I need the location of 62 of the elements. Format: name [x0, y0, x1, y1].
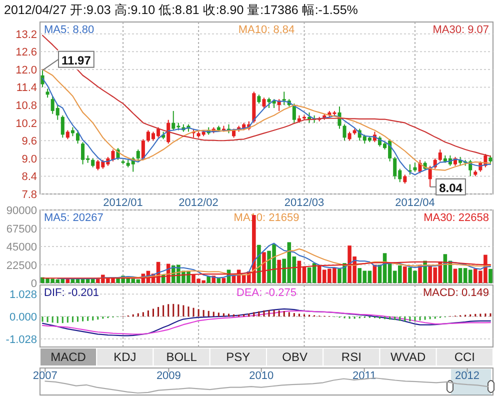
- bar: [488, 268, 492, 283]
- y-tick-label: 0: [30, 278, 37, 290]
- bar: [403, 266, 407, 283]
- y-tick-label: -1.028: [6, 334, 37, 346]
- y-tick-label: 22500: [6, 260, 37, 272]
- candlestick: [60, 114, 64, 138]
- y-tick-label: 0.000: [9, 312, 37, 324]
- y-tick-label: 11.4: [16, 82, 37, 94]
- y-tick-label: 90000: [6, 205, 37, 217]
- x-tick-label: 2012: [455, 370, 480, 382]
- text: MA5: 8.80: [44, 24, 94, 36]
- bar: [257, 244, 261, 283]
- y-tick-label: 13.2: [16, 28, 37, 41]
- category-label: OBV: [282, 350, 308, 364]
- series-label: MACD: 0.149: [422, 287, 489, 299]
- line-series: [57, 242, 492, 280]
- category-label: RSI: [341, 350, 362, 364]
- annotation: 11.97: [62, 53, 92, 68]
- x-tick-label: 2007: [32, 370, 58, 382]
- category-label: PSY: [226, 350, 250, 364]
- candlestick: [438, 149, 442, 162]
- y-tick-label: 1.028: [9, 289, 37, 302]
- candlestick: [262, 97, 266, 108]
- text: MA10: 8.84: [238, 24, 295, 36]
- category-label: BOLL: [166, 350, 198, 364]
- line-series: [97, 248, 492, 279]
- y-tick-label: 9.6: [22, 136, 37, 148]
- candlestick: [282, 91, 286, 106]
- candlestick: [141, 138, 145, 160]
- y-tick-label: 12.0: [16, 64, 37, 76]
- series-label: DEA: -0.275: [236, 287, 296, 299]
- y-tick-label: 45000: [6, 242, 37, 254]
- x-tick-label: 2012/04: [395, 197, 435, 209]
- candlestick: [342, 124, 346, 142]
- y-tick-label: 12.6: [16, 46, 37, 59]
- y-tick-label: 8.4: [22, 171, 37, 184]
- text: MA5: 20267: [44, 212, 104, 224]
- y-tick-label: 10.8: [16, 100, 37, 112]
- y-tick-label: 10.2: [16, 118, 37, 130]
- text: MA30: 22658: [424, 212, 489, 224]
- x-tick-label: 2012/01: [103, 197, 143, 209]
- text: MA30: 9.07: [432, 24, 489, 36]
- bar: [453, 268, 458, 283]
- candlestick: [267, 97, 271, 108]
- chart-title: 2012/04/27 开:9.03 高:9.10 低:8.81 收:8.90 量:17386 幅:-1.55%: [4, 2, 358, 17]
- bar: [222, 278, 226, 283]
- x-tick-label: 2012/02: [178, 197, 218, 209]
- y-tick-label: 7.8: [22, 189, 37, 201]
- x-tick-label: 2012/03: [284, 197, 324, 209]
- candlestick: [136, 149, 140, 162]
- candlestick: [76, 130, 80, 144]
- category-label: CCI: [454, 350, 476, 364]
- bar: [206, 276, 211, 283]
- category-label: MACD: [50, 350, 86, 364]
- x-tick-label: 2009: [156, 370, 181, 382]
- category-label: KDJ: [114, 350, 136, 364]
- text: DIF: -0.201: [44, 287, 100, 299]
- category-label: WVAD: [390, 350, 426, 364]
- y-tick-label: 67500: [6, 223, 37, 236]
- x-tick-label: 2010: [249, 370, 274, 382]
- annotation: 8.04: [439, 180, 463, 195]
- y-tick-label: 9.0: [22, 153, 37, 166]
